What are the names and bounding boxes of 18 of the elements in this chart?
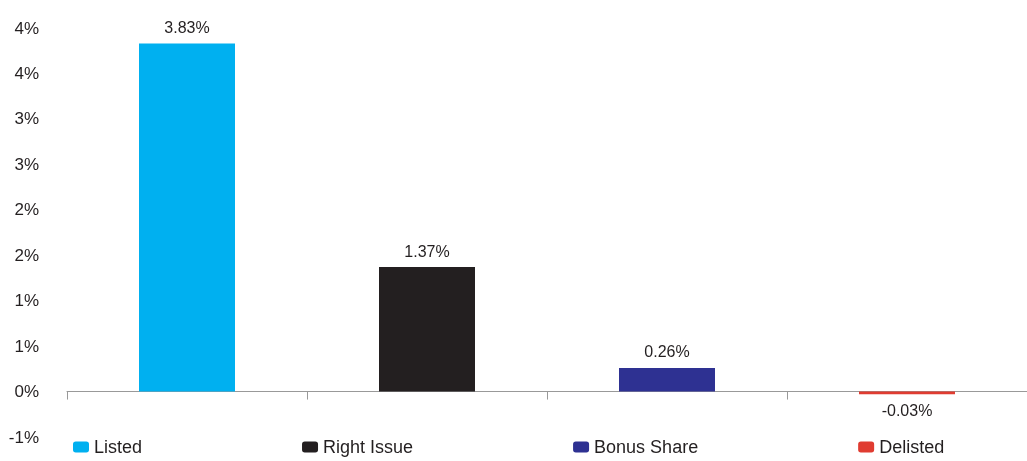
data-label: -0.03% — [881, 401, 933, 419]
y-tick-label: 3% — [14, 109, 39, 129]
data-label: 0.26% — [644, 343, 690, 361]
legend-label: Bonus Share — [594, 437, 699, 457]
legend-label: Right Issue — [323, 437, 414, 457]
data-label: 3.83% — [164, 18, 210, 36]
y-tick-label: 2% — [14, 200, 39, 220]
y-tick-label: 1% — [14, 291, 39, 311]
data-label: 1.37% — [404, 242, 450, 260]
legend-label: Listed — [94, 437, 143, 457]
y-tick-label: 4% — [14, 63, 39, 83]
y-tick-label: 3% — [14, 154, 39, 174]
y-tick-label: 0% — [14, 382, 39, 402]
y-tick-label: -1% — [8, 427, 39, 447]
y-tick-label: 2% — [14, 245, 39, 265]
y-tick-label: 4% — [14, 18, 39, 38]
y-tick-label: 1% — [14, 336, 39, 356]
legend-label: Delisted — [879, 437, 945, 457]
